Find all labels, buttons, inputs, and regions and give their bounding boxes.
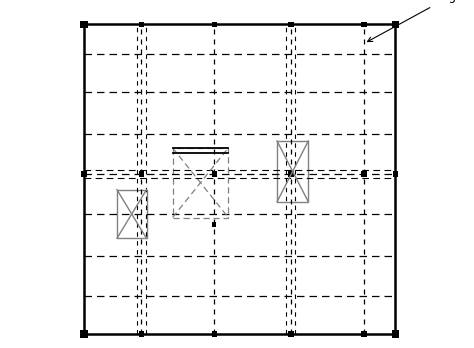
Bar: [117, 190, 146, 238]
Text: The Design Beam: The Design Beam: [367, 0, 474, 41]
Bar: [392, 330, 399, 338]
Bar: [392, 21, 399, 28]
Bar: [81, 171, 87, 177]
Bar: [211, 22, 217, 27]
Bar: [211, 331, 217, 337]
Bar: [80, 21, 88, 28]
Bar: [277, 141, 309, 202]
Bar: [288, 22, 294, 27]
Bar: [288, 331, 294, 337]
Bar: [80, 330, 88, 338]
Bar: [288, 171, 294, 177]
Bar: [84, 24, 395, 334]
Bar: [138, 171, 144, 177]
Bar: [138, 22, 144, 27]
Bar: [361, 331, 367, 337]
Bar: [211, 171, 217, 177]
Bar: [212, 222, 217, 227]
Bar: [392, 171, 398, 177]
Bar: [173, 148, 228, 218]
Bar: [361, 171, 367, 177]
Bar: [361, 22, 367, 27]
Bar: [138, 331, 144, 337]
